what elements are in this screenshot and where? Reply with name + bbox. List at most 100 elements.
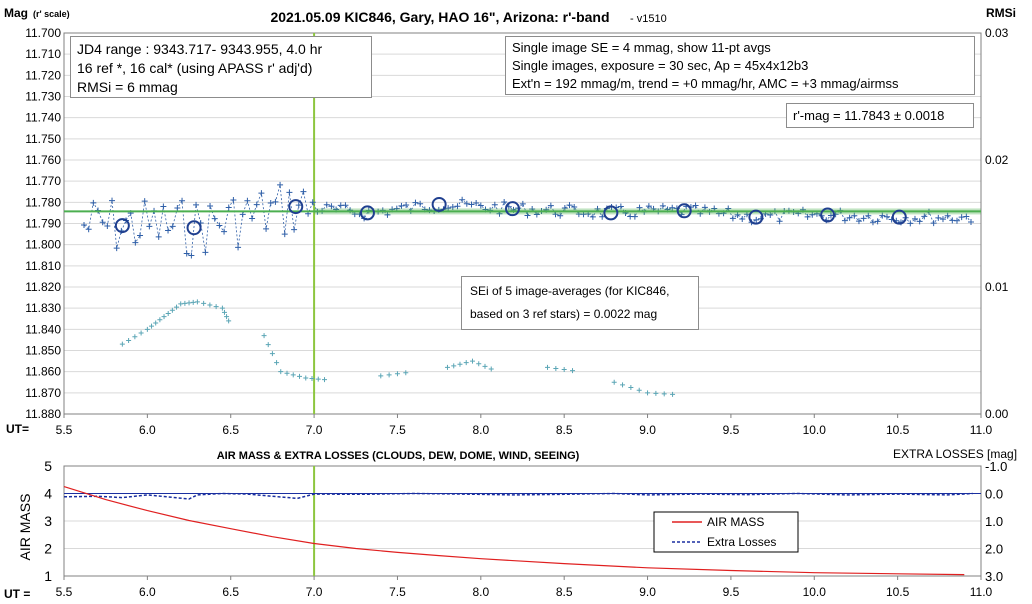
image-mag-point — [225, 204, 232, 211]
image-mag-point — [85, 226, 92, 233]
bottom-plot-frame — [63, 465, 982, 577]
sei-line-2: based on 3 ref stars) = 0.0022 mag — [470, 307, 658, 321]
y-tick-label: 11.800 — [25, 238, 61, 252]
bottom-y2-ticks: -1.0 0.0 1.0 2.0 3.0 — [985, 459, 1007, 584]
lower-x-axis-label: UT = — [4, 587, 30, 601]
image-mag-point — [851, 212, 858, 219]
x-tick-label: 9.0 — [639, 423, 656, 437]
legend-airmass-label: AIR MASS — [707, 515, 764, 529]
image-mag-point — [249, 215, 256, 222]
rms-point — [386, 372, 392, 378]
legend-losses-label: Extra Losses — [707, 535, 776, 549]
bottom-x-tick-label: 8.5 — [556, 585, 573, 599]
average-point — [820, 207, 836, 223]
rms-point — [570, 368, 576, 374]
image-mag-point — [263, 225, 270, 232]
x-tick-label: 10.0 — [803, 423, 827, 437]
image-mag-point — [141, 198, 148, 205]
image-mag-point — [883, 213, 890, 220]
rms-point — [451, 363, 457, 369]
image-mag-point — [879, 212, 886, 219]
rms-point — [161, 314, 167, 320]
image-mag-point — [309, 199, 316, 206]
x-tick-label: 11.0 — [970, 423, 993, 437]
image-mag-point — [253, 201, 260, 208]
image-mag-point — [599, 213, 606, 220]
image-mag-point — [855, 218, 862, 225]
image-mag-point — [267, 199, 274, 206]
sei-box: SEi of 5 image-averages (for KIC846, bas… — [461, 276, 699, 330]
y-tick-label: 11.770 — [25, 174, 61, 188]
airmass-tick-label: 1 — [44, 568, 52, 584]
image-mag-point — [244, 197, 251, 204]
image-mag-point — [295, 202, 302, 209]
rms-point — [303, 375, 309, 381]
x-tick-label: 8.5 — [556, 423, 573, 437]
bottom-x-ticks: 5.5 6.0 6.5 7.0 7.5 8.0 8.5 9.0 9.5 10.0 10.5 11.0 — [56, 576, 993, 599]
image-mag-point — [81, 222, 88, 229]
image-mag-point — [939, 216, 946, 223]
rms-point — [190, 299, 196, 305]
rms-point — [169, 307, 175, 313]
image-mag-point — [193, 201, 200, 208]
image-mag-point — [571, 203, 578, 210]
y-axis-label: Mag — [4, 6, 28, 20]
image-mag-point — [188, 252, 195, 259]
image-mag-point — [146, 223, 153, 230]
image-mag-point — [827, 212, 834, 219]
image-mag-point — [589, 213, 596, 220]
sei-line-1: SEi of 5 image-averages (for KIC846, — [470, 284, 670, 298]
image-mag-point — [165, 227, 172, 234]
y-tick-label: 11.850 — [25, 344, 61, 358]
image-mag-point — [776, 218, 783, 225]
y2-tick-label: 0.03 — [985, 26, 1009, 40]
y2-axis-label: RMSi — [986, 6, 1016, 20]
image-mag-point — [841, 217, 848, 224]
rms-point — [269, 351, 275, 357]
average-point — [186, 220, 202, 236]
average-point — [431, 196, 447, 212]
image-mag-point — [449, 204, 456, 211]
x-tick-label: 10.5 — [886, 423, 910, 437]
info-line-3: RMSi = 6 mmag — [77, 79, 178, 95]
rms-point — [636, 387, 642, 393]
x-tick-label: 5.5 — [56, 423, 73, 437]
image-mag-point — [953, 217, 960, 224]
image-mag-point — [403, 202, 410, 209]
image-mag-point — [132, 239, 139, 246]
y-tick-label: 11.820 — [25, 280, 61, 294]
image-mag-point — [566, 202, 573, 209]
rms-point — [207, 302, 213, 308]
y-tick-label: 11.750 — [25, 132, 61, 146]
image-mag-point — [202, 249, 209, 256]
rms-point — [224, 314, 230, 320]
image-mag-point — [137, 232, 144, 239]
image-mag-point — [547, 202, 554, 209]
rms-point — [653, 390, 659, 396]
image-mag-point — [463, 200, 470, 207]
bottom-x-tick-label: 7.0 — [306, 585, 323, 599]
rms-point — [274, 360, 280, 366]
image-mag-point — [412, 199, 419, 206]
rms-point — [165, 310, 171, 316]
bottom-grid — [64, 465, 981, 577]
rms-point — [394, 371, 400, 377]
image-mag-point — [281, 231, 288, 238]
rms-point — [403, 370, 409, 376]
rms-point — [261, 333, 267, 339]
image-mag-point — [561, 204, 568, 211]
bottom-x-tick-label: 8.0 — [472, 585, 489, 599]
y-tick-label: 11.860 — [25, 365, 61, 379]
rms-point — [219, 305, 225, 311]
x-tick-label: 6.5 — [222, 423, 239, 437]
rms-point — [661, 391, 667, 397]
image-mag-point — [104, 222, 111, 229]
y-tick-label: 11.780 — [25, 195, 61, 209]
rms-point — [153, 320, 159, 326]
image-mag-point — [930, 220, 937, 227]
y-tick-label: 11.840 — [25, 322, 61, 336]
rms-point — [457, 361, 463, 367]
image-mag-point — [944, 212, 951, 219]
image-mag-point — [300, 188, 307, 195]
legend: AIR MASS Extra Losses — [653, 511, 799, 553]
